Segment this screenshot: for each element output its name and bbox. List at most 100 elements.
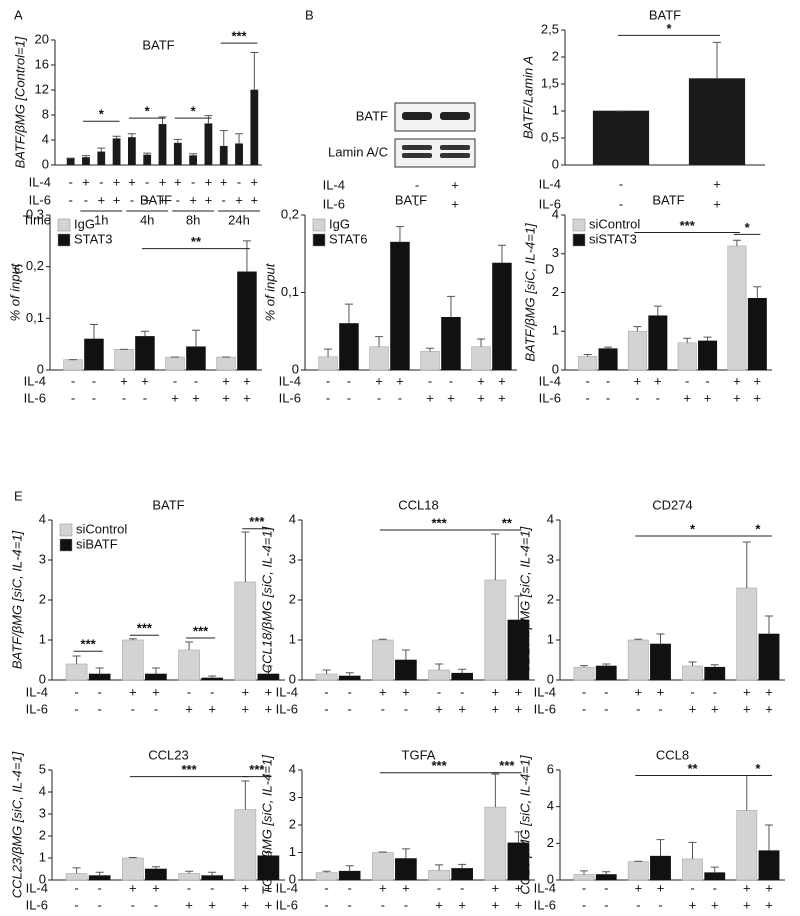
- bar: [747, 298, 767, 371]
- error-bar: [497, 244, 506, 264]
- significance-label: **: [191, 234, 202, 249]
- bar: [122, 857, 144, 881]
- bar: [204, 123, 213, 166]
- bar: [420, 351, 440, 371]
- bar: [88, 673, 111, 681]
- condition-mark: -: [187, 684, 191, 699]
- y-axis-label: BATF/βMG [Control=1]: [12, 36, 27, 168]
- y-tick-label: 0: [547, 671, 554, 686]
- condition-mark: -: [404, 701, 408, 716]
- y-tick-label: 0: [289, 871, 296, 886]
- error-bar: [345, 672, 354, 676]
- condition-mark: -: [222, 192, 226, 207]
- bar: [315, 872, 338, 881]
- legend-swatch: [572, 218, 586, 232]
- y-tick-label: 0,1: [26, 310, 44, 325]
- error-bar: [435, 864, 444, 871]
- condition-name: IL-4: [539, 176, 561, 191]
- error-bar: [72, 655, 81, 664]
- significance-label: *: [99, 107, 105, 122]
- error-bar: [173, 138, 182, 144]
- condition-mark: -: [636, 897, 640, 912]
- condition-mark: +: [396, 373, 404, 388]
- bar: [682, 665, 703, 681]
- condition-mark: +: [243, 373, 251, 388]
- error-bar: [375, 336, 384, 347]
- bar: [201, 875, 223, 881]
- significance-label: *: [191, 104, 197, 119]
- condition-name: IL-4: [26, 684, 48, 699]
- condition-mark: +: [375, 373, 383, 388]
- condition-mark: +: [743, 880, 751, 895]
- condition-mark: +: [704, 390, 712, 405]
- significance-label: ***: [680, 218, 696, 233]
- bar: [688, 78, 746, 166]
- error-bar: [688, 661, 697, 666]
- error-bar: [458, 668, 467, 674]
- bar: [595, 874, 617, 881]
- blot-band: [402, 112, 432, 120]
- bar: [65, 873, 88, 881]
- y-tick-label: 2,5: [541, 21, 559, 36]
- bar: [484, 579, 507, 681]
- condition-mark: -: [130, 192, 134, 207]
- condition-mark: -: [324, 684, 328, 699]
- error-bar: [378, 638, 387, 640]
- error-bar: [656, 633, 665, 644]
- condition-mark: -: [404, 897, 408, 912]
- y-tick-label: 0: [37, 361, 44, 376]
- condition-mark: -: [71, 373, 75, 388]
- condition-mark: +: [265, 880, 273, 895]
- error-bar: [401, 649, 410, 660]
- error-bar: [710, 664, 719, 668]
- error-bar: [688, 841, 697, 859]
- legend-swatch: [57, 218, 71, 232]
- condition-mark: -: [84, 192, 88, 207]
- condition-mark: +: [265, 897, 273, 912]
- condition-mark: -: [92, 390, 96, 405]
- bar: [216, 356, 236, 371]
- y-tick-label: 5: [39, 761, 46, 776]
- condition-mark: +: [97, 192, 105, 207]
- bar: [114, 349, 134, 371]
- y-tick-label: 0: [552, 156, 559, 171]
- bar: [682, 858, 703, 881]
- condition-mark: -: [398, 390, 402, 405]
- bar: [234, 581, 257, 681]
- bar: [484, 806, 507, 881]
- condition-mark: -: [99, 174, 103, 189]
- bar: [338, 870, 361, 881]
- significance-label: *: [666, 21, 672, 36]
- error-bar: [395, 226, 404, 243]
- bar: [186, 346, 206, 371]
- chart-title: CCL18: [398, 497, 438, 512]
- bar: [471, 346, 491, 371]
- condition-mark: +: [689, 897, 697, 912]
- condition-name: IL-6: [29, 192, 51, 207]
- bar: [257, 673, 280, 681]
- condition-mark: -: [658, 701, 662, 716]
- condition-mark: -: [619, 196, 623, 211]
- significance-label: *: [755, 761, 761, 776]
- condition-mark: +: [129, 880, 137, 895]
- bar: [428, 669, 450, 681]
- error-bar: [324, 348, 333, 357]
- condition-mark: -: [210, 684, 214, 699]
- y-tick-label: 4: [289, 761, 296, 776]
- significance-label: **: [687, 761, 698, 776]
- y-tick-label: 1: [547, 631, 554, 646]
- error-bar: [151, 667, 160, 674]
- condition-mark: -: [582, 684, 586, 699]
- condition-mark: -: [97, 684, 101, 699]
- error-bar: [426, 347, 435, 352]
- y-axis-label: BATF/βMG [siC, IL-4=1]: [9, 530, 24, 669]
- condition-mark: +: [634, 684, 642, 699]
- bar: [145, 673, 167, 681]
- bar: [318, 356, 338, 371]
- y-tick-label: 1: [39, 631, 46, 646]
- condition-mark: -: [347, 390, 351, 405]
- error-bar: [264, 852, 273, 856]
- condition-mark: +: [765, 684, 773, 699]
- significance-label: ***: [499, 758, 515, 773]
